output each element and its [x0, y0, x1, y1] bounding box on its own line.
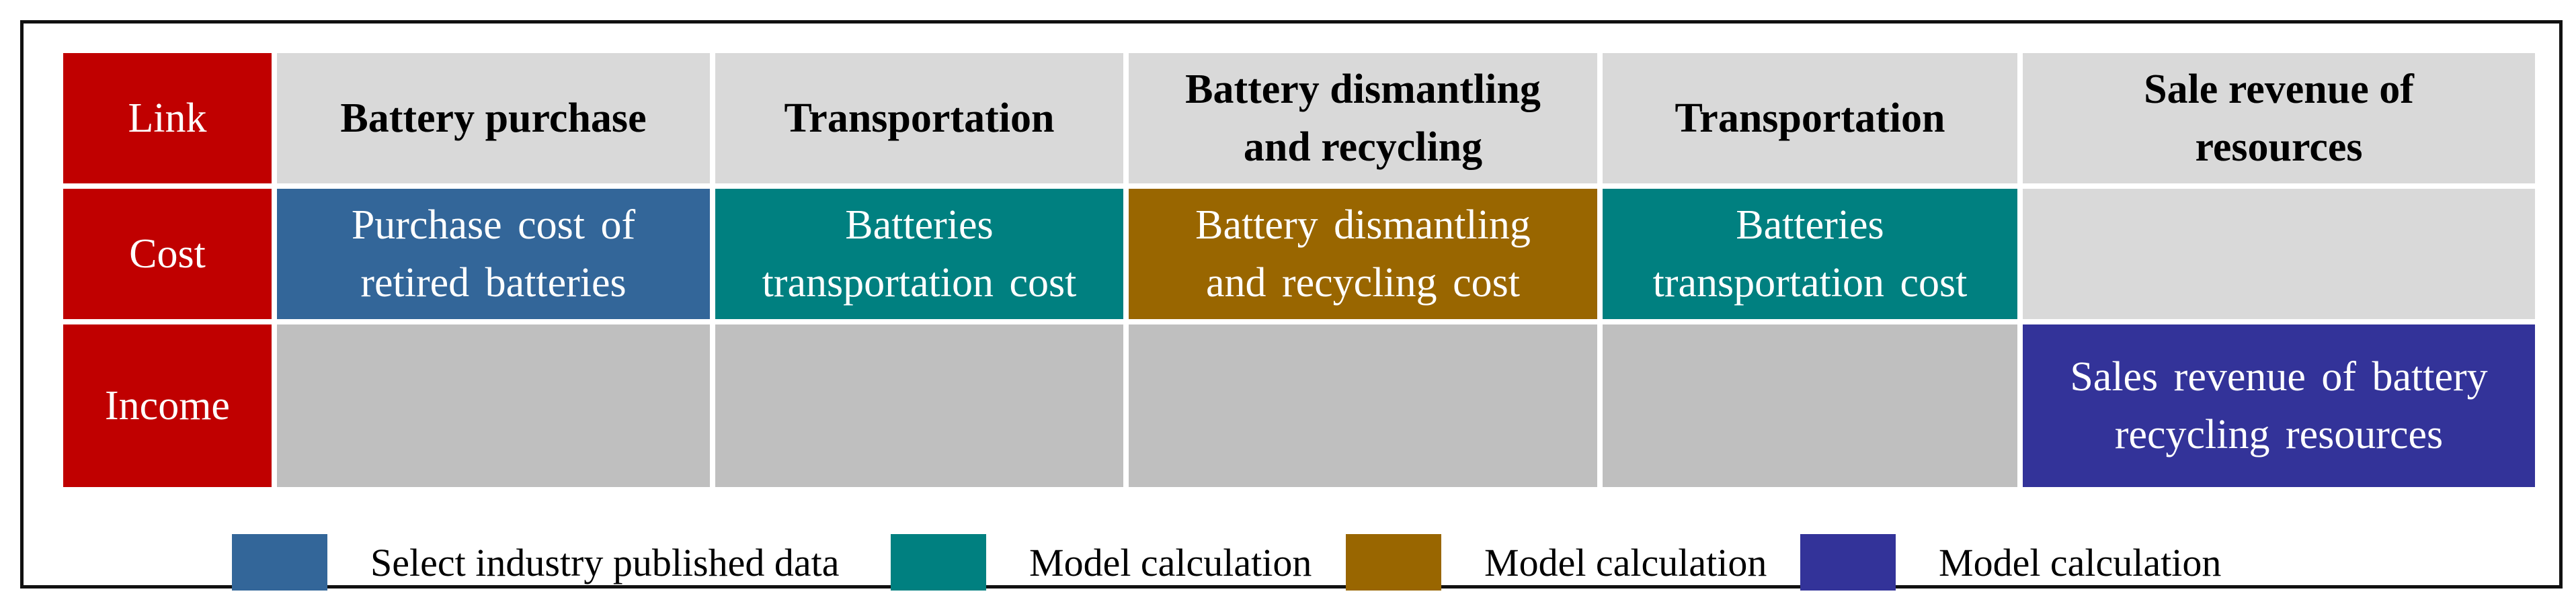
cost-transport-cell-1: Batteries transportation cost — [713, 186, 1126, 322]
legend-swatch — [232, 534, 327, 591]
header-line: Transportation — [1675, 95, 1945, 141]
cell-line: Battery dismantling — [1195, 202, 1531, 248]
legend-item-model-brown: Model calculation — [1346, 534, 1767, 591]
cell-line: transportation cost — [1652, 260, 1968, 306]
cost-dismantling-cell: Battery dismantling and recycling cost — [1126, 186, 1600, 322]
cell-line: Batteries — [845, 202, 994, 248]
cell-line: and recycling cost — [1205, 260, 1521, 306]
legend-label: Model calculation — [1939, 540, 2222, 584]
legend-item-model-indigo: Model calculation — [1800, 534, 2221, 591]
row-label-cost: Cost — [61, 186, 274, 322]
header-line: and recycling — [1243, 124, 1483, 170]
legend-swatch — [1346, 534, 1441, 591]
legend-swatch — [1800, 534, 1896, 591]
header-line: Sale revenue of — [2144, 67, 2414, 112]
income-empty-cell — [1600, 322, 2020, 490]
header-line: Battery dismantling — [1185, 67, 1541, 112]
income-empty-cell — [274, 322, 713, 490]
header-line: resources — [2195, 124, 2363, 170]
legend-label: Model calculation — [1029, 540, 1312, 584]
row-label-income: Income — [61, 322, 274, 490]
legend-item-model-teal: Model calculation — [891, 534, 1312, 591]
cost-empty-cell — [2020, 186, 2538, 322]
income-sales-revenue-cell: Sales revenue of battery recycling resou… — [2020, 322, 2538, 490]
cell-line: retired batteries — [360, 260, 627, 306]
row-label-link: Link — [61, 50, 274, 186]
cost-purchase-cell: Purchase cost of retired batteries — [274, 186, 713, 322]
legend-item-industry-data: Select industry published data — [232, 534, 839, 591]
header-transportation-2: Transportation — [1600, 50, 2020, 186]
cell-line: recycling resources — [2114, 412, 2444, 458]
cell-line: Purchase cost of — [351, 202, 636, 248]
header-dismantling-recycling: Battery dismantling and recycling — [1126, 50, 1600, 186]
cost-transport-cell-2: Batteries transportation cost — [1600, 186, 2020, 322]
header-line: Battery purchase — [340, 95, 647, 141]
legend-label: Select industry published data — [370, 540, 840, 584]
header-line: Transportation — [784, 95, 1055, 141]
header-sale-revenue: Sale revenue of resources — [2020, 50, 2538, 186]
cell-line: transportation cost — [762, 260, 1077, 306]
header-transportation-1: Transportation — [713, 50, 1126, 186]
diagram-frame: Link Cost Income Battery purchase Transp… — [20, 20, 2563, 591]
header-battery-purchase: Battery purchase — [274, 50, 713, 186]
income-empty-cell — [713, 322, 1126, 490]
cell-line: Sales revenue of battery — [2070, 354, 2488, 400]
income-empty-cell — [1126, 322, 1600, 490]
legend-swatch — [891, 534, 986, 591]
legend-label: Model calculation — [1484, 540, 1767, 584]
cell-line: Batteries — [1736, 202, 1884, 248]
